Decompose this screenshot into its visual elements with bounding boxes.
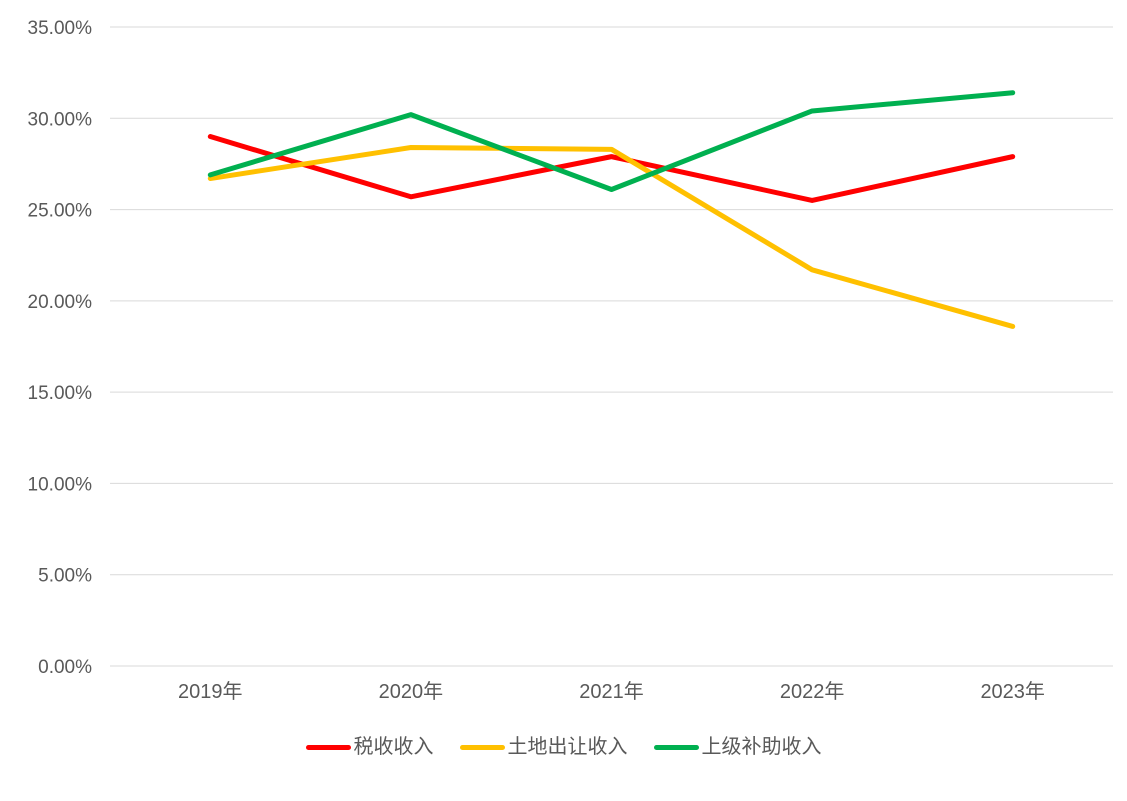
y-axis-tick-label: 10.00% xyxy=(28,474,93,495)
series-line xyxy=(207,90,1016,192)
x-axis-category-label: 2023年 xyxy=(980,680,1045,703)
y-axis-tick-label: 35.00% xyxy=(28,18,93,39)
legend-line-swatch-yellow xyxy=(459,744,505,750)
x-axis-category-label: 2022年 xyxy=(780,680,845,703)
x-axis-category-label: 2021年 xyxy=(579,680,644,703)
y-axis-tick-label: 0.00% xyxy=(38,657,92,678)
y-axis-tick-label: 15.00% xyxy=(28,383,93,404)
legend-item-superior-subsidy-revenue: 上级补助收入 xyxy=(653,735,822,759)
legend-item-tax-revenue: 税收收入 xyxy=(305,735,434,759)
y-axis-tick-label: 30.00% xyxy=(28,109,93,130)
legend-line-swatch-red xyxy=(305,744,351,750)
y-axis-tick-label: 25.00% xyxy=(28,201,93,222)
series-line xyxy=(207,134,1016,203)
chart-legend: 税收收入 土地出让收入 上级补助收入 xyxy=(0,735,1127,759)
x-axis-category-label: 2020年 xyxy=(379,680,444,703)
legend-label-superior-subsidy-revenue: 上级补助收入 xyxy=(701,736,822,758)
legend-item-land-transfer-revenue: 土地出让收入 xyxy=(459,735,628,759)
legend-line-swatch-green xyxy=(653,744,699,750)
legend-label-land-transfer-revenue: 土地出让收入 xyxy=(507,736,628,758)
y-axis-tick-label: 5.00% xyxy=(38,566,92,587)
x-axis-category-label: 2019年 xyxy=(178,680,243,703)
legend-label-tax-revenue: 税收收入 xyxy=(353,736,434,758)
series-line xyxy=(207,144,1016,329)
y-axis-tick-label: 20.00% xyxy=(28,292,93,313)
